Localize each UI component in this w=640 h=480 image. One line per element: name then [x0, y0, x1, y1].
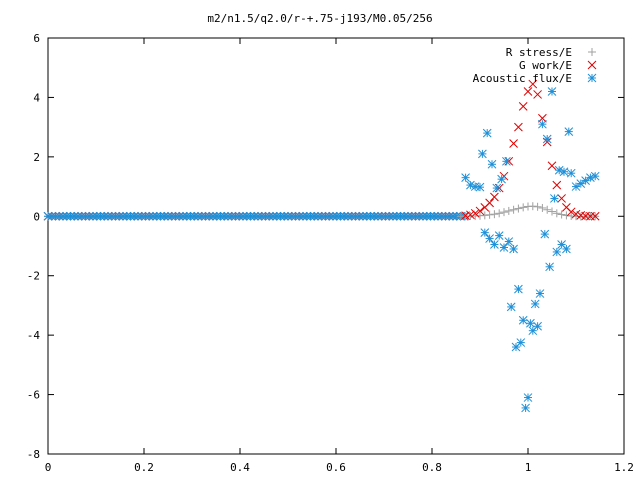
data-point-series-0: [509, 205, 518, 214]
data-point-series-2: [480, 228, 490, 237]
data-point-series-1: [528, 79, 538, 89]
data-point-series-1: [509, 139, 518, 148]
y-tick-label: -2: [27, 270, 40, 283]
data-point-series-2: [509, 244, 518, 254]
data-point-series-0: [528, 202, 537, 211]
data-point-series-2: [540, 229, 550, 239]
data-point-series-0: [538, 203, 547, 212]
legend-label: R stress/E: [506, 46, 572, 59]
y-tick-label: -6: [27, 389, 40, 402]
data-point-series-1: [485, 198, 494, 208]
data-point-series-2: [490, 240, 499, 249]
data-point-series-2: [516, 338, 526, 347]
x-tick-label: 0.6: [326, 461, 346, 474]
data-point-series-2: [533, 321, 542, 331]
data-point-series-1: [470, 208, 480, 218]
y-tick-label: -8: [27, 448, 40, 461]
chart-title: m2/n1.5/q2.0/r-+.75-j193/M0.05/256: [207, 12, 432, 25]
data-point-series-1: [490, 192, 499, 202]
data-point-series-2: [552, 247, 562, 257]
data-point-series-0: [504, 206, 513, 215]
data-point-series-2: [562, 244, 571, 254]
data-point-series-2: [564, 127, 574, 136]
data-point-series-1: [475, 206, 485, 216]
data-point-series-2: [492, 183, 502, 193]
x-tick-label: 0.8: [422, 461, 442, 474]
data-point-series-0: [543, 205, 552, 214]
data-point-series-2: [545, 262, 554, 272]
x-tick-label: 1.2: [614, 461, 634, 474]
data-point-series-1: [518, 101, 528, 111]
data-point-series-1: [514, 122, 523, 132]
data-point-series-0: [552, 209, 561, 218]
x-tick-label: 0.4: [230, 461, 250, 474]
data-point-series-2: [590, 171, 600, 181]
data-point-series-2: [461, 173, 470, 183]
data-point-series-2: [482, 128, 492, 138]
data-point-series-2: [502, 156, 511, 166]
data-point-series-2: [514, 284, 523, 294]
data-point-series-0: [514, 204, 523, 213]
data-point-series-0: [480, 211, 489, 220]
data-point-series-2: [554, 165, 564, 175]
data-point-series-1: [557, 194, 566, 203]
y-tick-label: 0: [33, 210, 40, 223]
data-point-series-2: [547, 87, 557, 96]
data-point-series-2: [559, 167, 569, 177]
data-point-series-2: [526, 318, 535, 328]
data-point-series-1: [547, 161, 557, 171]
axis-ticks: 0 0.2 0.4 0.6 0.8 1 1.2 6 4 2 0 -2 -4 -6 -8: [27, 32, 634, 474]
data-point-series-0: [495, 209, 504, 218]
data-point-series-2: [550, 194, 559, 203]
data-point-series-2: [497, 174, 506, 184]
data-point-series-1: [552, 180, 562, 190]
y-tick-label: 2: [33, 151, 40, 164]
data-point-series-2: [478, 149, 487, 159]
data-point-series-2: [521, 403, 530, 413]
data-point-series-2: [499, 243, 509, 252]
legend-label: Acoustic flux/E: [473, 72, 572, 85]
data-point-series-0: [548, 207, 556, 216]
x-tick-label: 1: [525, 461, 532, 474]
data-point-series-2: [485, 234, 494, 243]
data-point-series-2: [523, 393, 533, 402]
data-point-series-0: [490, 210, 499, 219]
legend-marker: [587, 60, 597, 70]
data-point-series-2: [518, 315, 528, 325]
data-point-series-2: [494, 231, 504, 240]
plot-frame: [47, 37, 625, 455]
data-point-series-2: [475, 182, 485, 192]
data-point-series-2: [487, 159, 497, 169]
y-tick-label: 4: [33, 91, 40, 104]
data-point-series-2: [504, 237, 514, 246]
data-point-series-2: [566, 168, 576, 178]
data-point-series-1: [466, 210, 475, 220]
data-point-series-1: [533, 90, 542, 99]
x-tick-label: 0.2: [134, 461, 154, 474]
data-point-series-0: [485, 210, 494, 219]
data-point-series-2: [530, 299, 540, 309]
data-point-series-0: [500, 208, 508, 217]
legend-marker: [588, 48, 596, 56]
data-point-series-1: [523, 87, 533, 96]
x-tick-label: 0: [45, 461, 52, 474]
data-point-series-0: [519, 203, 528, 212]
data-point-series-0: [533, 202, 542, 211]
data-point-series-2: [466, 180, 475, 190]
data-point-series-2: [538, 119, 547, 129]
legend-marker: [587, 73, 597, 83]
data-point-series-0: [562, 211, 571, 220]
data-point-series-2: [535, 289, 545, 298]
data-marks: [43, 79, 600, 413]
data-point-series-2: [542, 134, 552, 144]
data-point-series-0: [557, 210, 566, 219]
data-point-series-1: [566, 207, 576, 217]
data-point-series-1: [590, 211, 600, 221]
data-point-series-2: [506, 302, 516, 312]
y-tick-label: 6: [33, 32, 40, 45]
y-tick-label: -4: [27, 329, 41, 342]
legend-label: G work/E: [519, 59, 572, 72]
